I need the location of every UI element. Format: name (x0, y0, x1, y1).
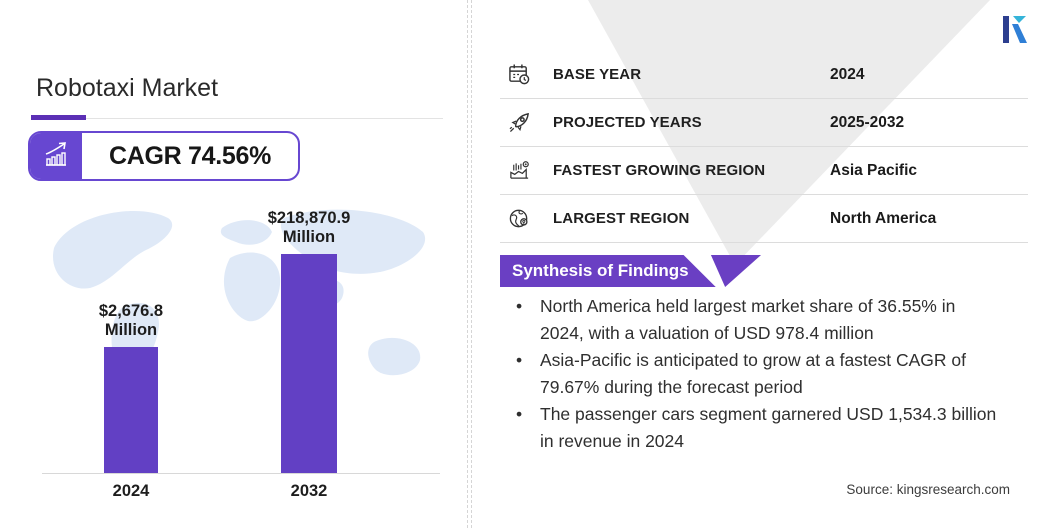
globe-location-icon (508, 207, 532, 231)
row-label: FASTEST GROWING REGION (553, 162, 766, 179)
row-value: Asia Pacific (830, 161, 918, 179)
source-attribution: Source: kingsresearch.com (846, 482, 1010, 497)
bar-value-amount: $218,870.9 (267, 209, 351, 227)
vertical-dashed-divider (467, 0, 468, 528)
list-item: • The passenger cars segment garnered US… (506, 401, 1006, 455)
synthesis-banner: Synthesis of Findings (500, 255, 768, 287)
vertical-dashed-divider (471, 0, 472, 528)
row-value: 2024 (830, 65, 865, 83)
synthesis-banner-shape (500, 255, 716, 287)
bar-value-label: $218,870.9 Million (244, 209, 374, 246)
x-axis-tick-2032: 2032 (290, 482, 328, 500)
list-item: • Asia-Pacific is anticipated to grow at… (506, 347, 1006, 401)
table-row: PROJECTED YEARS 2025-2032 (500, 99, 1028, 147)
list-item: • North America held largest market shar… (506, 293, 1006, 347)
finding-text: North America held largest market share … (540, 296, 956, 343)
bar-2032 (281, 254, 337, 473)
rocket-icon (508, 111, 532, 135)
bar-value-unit: Million (104, 320, 158, 339)
x-axis-line (42, 473, 440, 474)
synthesis-title: Synthesis of Findings (512, 261, 689, 280)
finding-text: Asia-Pacific is anticipated to grow at a… (540, 350, 967, 397)
table-row: LARGEST REGION North America (500, 195, 1028, 243)
title-rule-accent (31, 115, 86, 120)
key-facts-table: BASE YEAR 2024 PROJECTED YEARS 2025-2032 (500, 51, 1028, 243)
bar-value-amount: $2,676.8 (98, 302, 164, 320)
growth-region-icon (508, 159, 532, 183)
cagr-icon-box (30, 133, 82, 179)
cagr-value: CAGR 74.56% (109, 141, 272, 170)
bullet-dot: • (516, 296, 523, 316)
finding-text: The passenger cars segment garnered USD … (540, 404, 997, 451)
calendar-clock-icon (508, 63, 532, 87)
growth-chart-icon (42, 140, 70, 173)
row-label: LARGEST REGION (553, 210, 690, 227)
page-title: Robotaxi Market (36, 74, 219, 102)
bar-2024 (104, 347, 158, 473)
row-label: BASE YEAR (553, 66, 642, 83)
world-map-background (52, 209, 426, 376)
title-rule (36, 118, 443, 119)
row-value: North America (830, 209, 937, 227)
row-label: PROJECTED YEARS (553, 114, 702, 131)
bullet-dot: • (516, 404, 523, 424)
table-row: FASTEST GROWING REGION Asia Pacific (500, 147, 1028, 195)
row-value: 2025-2032 (830, 113, 905, 131)
x-axis-tick-2024: 2024 (112, 482, 150, 500)
bar-value-label: $2,676.8 Million (66, 302, 196, 339)
cagr-badge: CAGR 74.56% (28, 131, 301, 181)
table-row: BASE YEAR 2024 (500, 51, 1028, 99)
bullet-dot: • (516, 350, 523, 370)
bar-value-unit: Million (282, 227, 336, 246)
findings-list: • North America held largest market shar… (506, 293, 1006, 455)
kings-research-logo (1002, 13, 1030, 50)
